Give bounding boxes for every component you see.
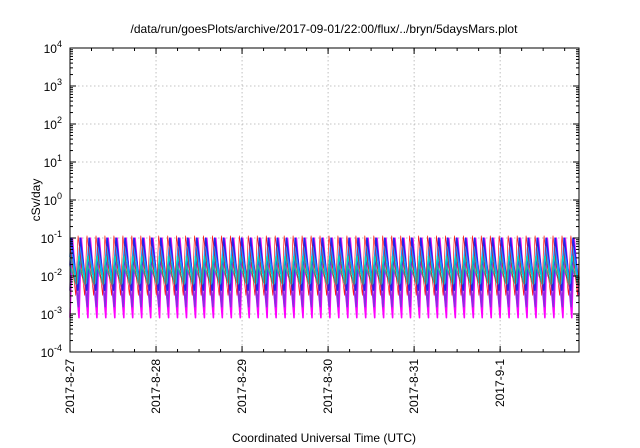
series-line (69, 246, 580, 285)
y-tick-label: 103 (44, 77, 62, 94)
y-axis-label: cSv/day (29, 179, 43, 222)
y-tick-label: 10-4 (41, 343, 62, 360)
x-axis-label: Coordinated Universal Time (UTC) (232, 431, 416, 445)
chart-title: /data/run/goesPlots/archive/2017-09-01/2… (131, 22, 519, 36)
series-line (69, 237, 580, 291)
y-tick-label: 10-3 (41, 305, 62, 322)
series-group (69, 235, 580, 319)
x-tick-label: 2017-8-28 (149, 359, 163, 414)
x-tick-label: 2017-8-27 (63, 359, 77, 414)
y-tick-label: 10-2 (41, 267, 62, 284)
y-tick-labels: 10-4 10-3 10-2 10-1 100 101 102 103 104 (41, 39, 62, 360)
x-tick-label: 2017-8-29 (235, 359, 249, 414)
series-line (69, 255, 580, 282)
y-tick-label: 102 (44, 115, 62, 132)
x-tick-label: 2017-8-30 (321, 359, 335, 414)
y-tick-label: 101 (44, 153, 62, 170)
x-tick-labels: 2017-8-27 2017-8-28 2017-8-29 2017-8-30 2017… (63, 359, 507, 414)
ticks (69, 47, 579, 353)
y-tick-label: 104 (44, 39, 62, 56)
x-tick-label: 2017-9-1 (493, 359, 507, 407)
y-tick-label: 100 (44, 191, 62, 208)
y-tick-label: 10-1 (41, 229, 62, 246)
series-line (69, 235, 580, 296)
x-tick-label: 2017-8-31 (407, 359, 421, 414)
